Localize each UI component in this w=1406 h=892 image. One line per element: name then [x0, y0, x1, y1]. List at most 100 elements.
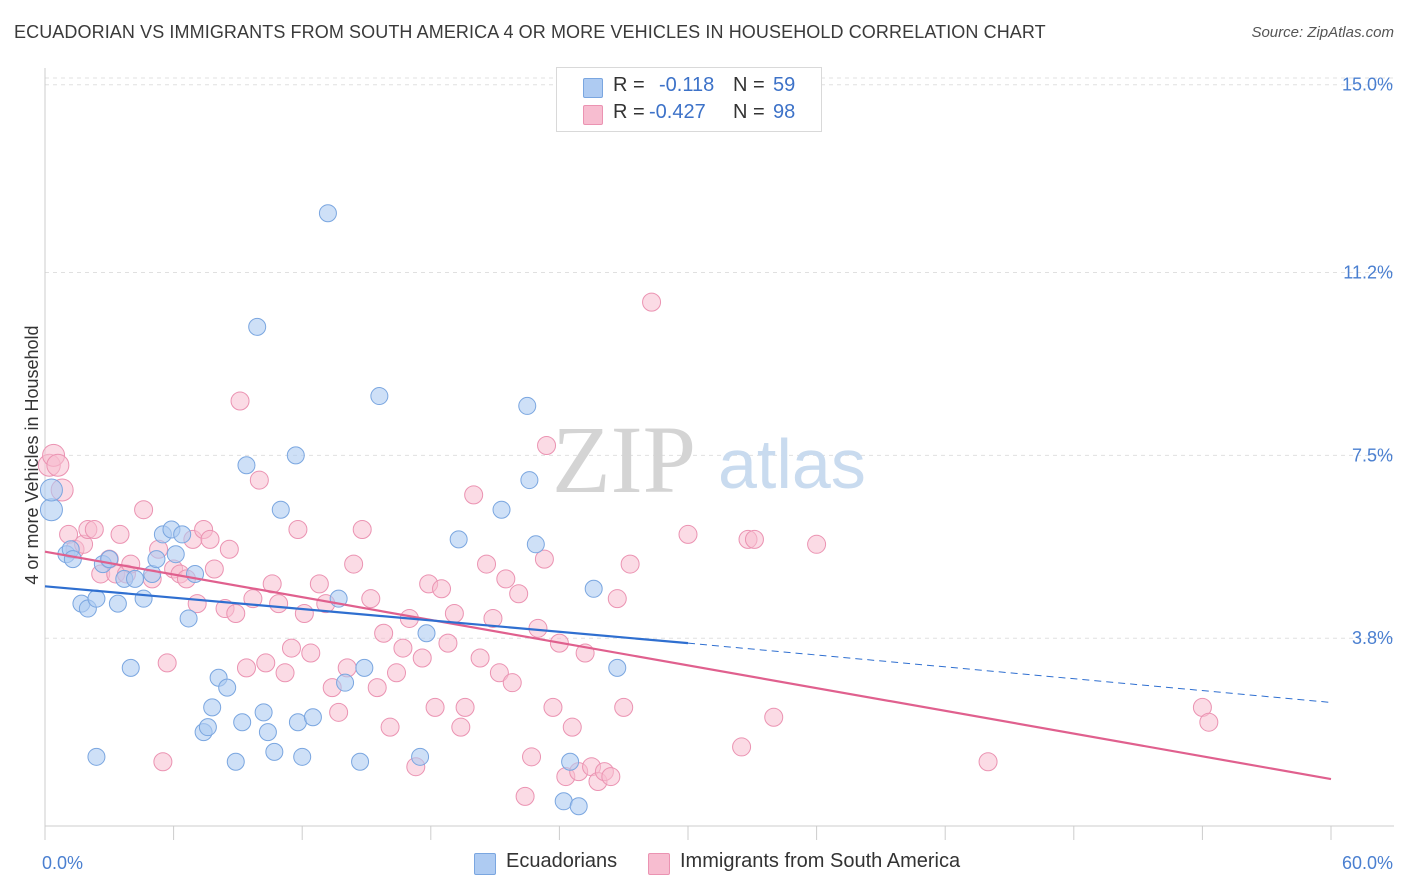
- trend-line-immigrants: [44, 550, 1332, 781]
- data-point-immigrants: [309, 574, 329, 594]
- data-point-immigrants: [601, 767, 621, 787]
- x-tick-labels: 0.0% 60.0%: [42, 853, 1393, 873]
- data-point-immigrants: [256, 653, 276, 673]
- data-point-immigrants: [620, 554, 640, 574]
- bottom-legend-label: Ecuadorians: [506, 850, 618, 872]
- data-point-ecuadorians: [370, 387, 389, 406]
- x-tick-label: 60.0%: [1342, 853, 1393, 873]
- data-point-ecuadorians: [417, 624, 436, 643]
- data-point-immigrants: [46, 453, 70, 477]
- data-point-immigrants: [522, 747, 542, 767]
- data-point-immigrants: [352, 519, 372, 539]
- data-point-ecuadorians: [248, 317, 267, 336]
- legend-r-value: -0.118: [659, 74, 715, 96]
- bottom-legend-label: Immigrants from South America: [680, 850, 961, 872]
- data-point-immigrants: [543, 697, 563, 717]
- data-point-immigrants: [281, 638, 301, 658]
- trend-line-ecuadorians: [44, 585, 689, 645]
- data-point-ecuadorians: [554, 792, 573, 811]
- data-point-ecuadorians: [286, 446, 305, 465]
- data-point-immigrants: [807, 534, 827, 554]
- data-point-ecuadorians: [318, 204, 337, 223]
- data-point-ecuadorians: [608, 658, 627, 677]
- data-point-immigrants: [451, 717, 471, 737]
- data-point-immigrants: [219, 539, 239, 559]
- data-point-immigrants: [614, 697, 634, 717]
- data-point-ecuadorians: [134, 589, 153, 608]
- data-point-ecuadorians: [584, 579, 603, 598]
- data-point-immigrants: [678, 524, 698, 544]
- chart-title: ECUADORIAN VS IMMIGRANTS FROM SOUTH AMER…: [14, 22, 1046, 42]
- data-point-immigrants: [157, 653, 177, 673]
- data-point-immigrants: [732, 737, 752, 757]
- data-point-immigrants: [301, 643, 321, 663]
- data-point-immigrants: [204, 559, 224, 579]
- data-point-immigrants: [329, 702, 349, 722]
- data-point-immigrants: [236, 658, 256, 678]
- legend-r-value: -0.427: [649, 101, 706, 123]
- y-tick-labels: 3.8% 7.5% 11.2% 15.0%: [1342, 75, 1393, 648]
- data-point-ecuadorians: [351, 752, 370, 771]
- data-point-ecuadorians: [198, 718, 217, 737]
- data-point-immigrants: [387, 663, 407, 683]
- data-point-immigrants: [288, 519, 308, 539]
- data-point-immigrants: [515, 786, 535, 806]
- data-point-ecuadorians: [336, 673, 355, 692]
- series-immigrants-points: [37, 292, 1219, 806]
- y-tick-label: 15.0%: [1342, 75, 1393, 95]
- legend-n-value: 98: [773, 101, 796, 123]
- data-point-immigrants: [562, 717, 582, 737]
- data-point-ecuadorians: [265, 742, 284, 761]
- data-point-immigrants: [764, 707, 784, 727]
- data-point-immigrants: [110, 524, 130, 544]
- x-tick-label: 0.0%: [42, 853, 83, 873]
- data-point-immigrants: [84, 519, 104, 539]
- data-point-immigrants: [455, 697, 475, 717]
- data-point-immigrants: [275, 663, 295, 683]
- grid-lines: [45, 77, 1394, 639]
- data-point-ecuadorians: [108, 594, 127, 613]
- legend-n-value: 59: [773, 74, 796, 96]
- bottom-legend-swatch-blue: [474, 853, 496, 875]
- data-point-ecuadorians: [143, 564, 162, 583]
- data-point-immigrants: [344, 554, 364, 574]
- data-point-ecuadorians: [449, 530, 468, 549]
- y-tick-label: 3.8%: [1352, 628, 1393, 648]
- y-tick-label: 11.2%: [1343, 263, 1393, 283]
- data-point-ecuadorians: [518, 396, 537, 415]
- data-point-immigrants: [978, 752, 998, 772]
- data-point-ecuadorians: [166, 545, 185, 564]
- data-point-immigrants: [489, 663, 509, 683]
- data-point-immigrants: [269, 594, 289, 614]
- data-point-immigrants: [496, 569, 516, 589]
- source-label: Source: ZipAtlas.com: [1251, 24, 1394, 41]
- data-point-immigrants: [607, 589, 627, 609]
- data-point-ecuadorians: [258, 723, 277, 742]
- data-point-ecuadorians: [233, 713, 252, 732]
- data-point-immigrants: [134, 500, 154, 520]
- data-point-immigrants: [374, 623, 394, 643]
- data-point-ecuadorians: [218, 678, 237, 697]
- data-point-ecuadorians: [173, 525, 192, 544]
- data-point-immigrants: [642, 292, 662, 312]
- data-point-immigrants: [243, 589, 263, 609]
- data-point-ecuadorians: [411, 747, 430, 766]
- data-point-immigrants: [537, 435, 557, 455]
- trend-lines: [44, 550, 1332, 781]
- data-point-immigrants: [425, 697, 445, 717]
- data-point-immigrants: [477, 554, 497, 574]
- watermark-zip: ZIP: [552, 406, 696, 513]
- data-point-immigrants: [226, 603, 246, 623]
- data-point-ecuadorians: [355, 658, 374, 677]
- data-point-immigrants: [464, 485, 484, 505]
- legend-row-ecuadorians: R = -0.118 N = 59: [557, 74, 821, 102]
- data-point-ecuadorians: [126, 569, 145, 588]
- data-point-ecuadorians: [39, 498, 63, 522]
- data-point-immigrants: [438, 633, 458, 653]
- data-point-ecuadorians: [121, 658, 140, 677]
- data-point-immigrants: [444, 603, 464, 623]
- legend-row-immigrants: R = -0.427 N = 98: [557, 101, 821, 129]
- data-point-immigrants: [432, 579, 452, 599]
- data-point-ecuadorians: [226, 752, 245, 771]
